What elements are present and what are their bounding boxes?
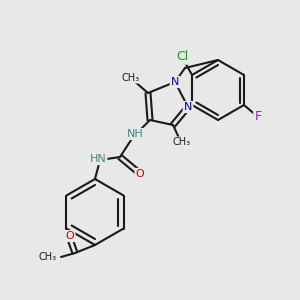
Text: CH₃: CH₃	[122, 73, 140, 83]
Text: O: O	[66, 231, 74, 241]
Text: F: F	[254, 110, 262, 124]
Text: HN: HN	[90, 154, 106, 164]
Text: Cl: Cl	[176, 50, 188, 64]
Text: CH₃: CH₃	[39, 252, 57, 262]
Text: CH₃: CH₃	[173, 137, 191, 147]
Text: N: N	[184, 102, 192, 112]
Text: N: N	[171, 77, 179, 87]
Text: O: O	[136, 169, 144, 179]
Text: NH: NH	[127, 129, 143, 139]
